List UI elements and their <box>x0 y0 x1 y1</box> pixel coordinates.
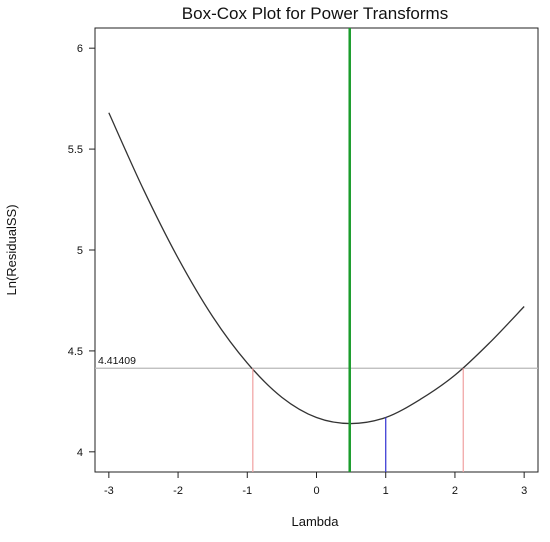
x-tick-label: 2 <box>452 485 458 497</box>
chart-title: Box-Cox Plot for Power Transforms <box>182 4 448 23</box>
x-tick-label: -3 <box>104 485 114 497</box>
plot-frame <box>94 27 539 473</box>
plot-area: 4.41409 -3 -2 -1 0 1 2 3 4 4.5 5 5.5 6 <box>68 27 539 497</box>
y-tick-label: 5.5 <box>68 144 83 156</box>
x-tick-label: 0 <box>313 485 319 497</box>
y-tick-label: 6 <box>77 43 83 55</box>
y-axis-label: Ln(ResidualSS) <box>4 204 19 295</box>
x-tick-label: 3 <box>521 485 527 497</box>
y-tick-label: 4 <box>77 447 83 459</box>
y-tick-label: 4.5 <box>68 346 83 358</box>
y-tick-label: 5 <box>77 245 83 257</box>
residual-ss-curve <box>108 112 525 425</box>
x-axis-label: Lambda <box>292 514 340 529</box>
reference-line-label: 4.41409 <box>98 355 136 367</box>
x-tick-label: -2 <box>173 485 183 497</box>
x-tick-label: -1 <box>242 485 252 497</box>
x-tick-label: 1 <box>383 485 389 497</box>
